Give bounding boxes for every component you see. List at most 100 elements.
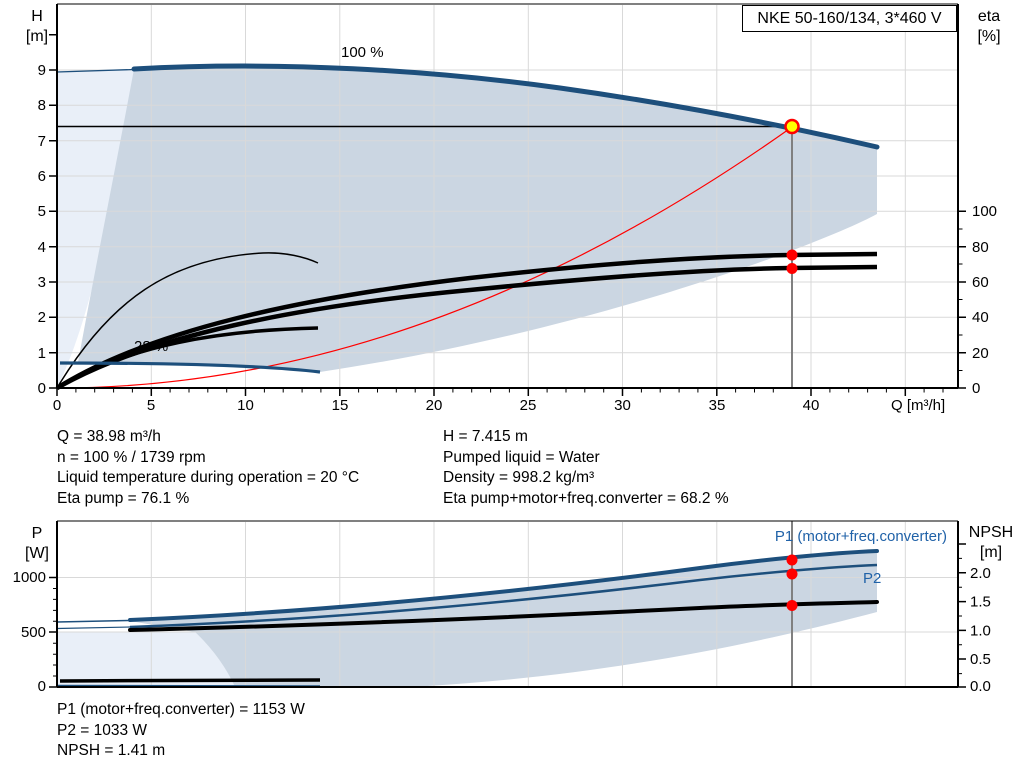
duty-readout-left: Q = 38.98 m³/h n = 100 % / 1739 rpm Liqu… [57,427,359,509]
readout-q: Q = 38.98 m³/h [57,428,161,445]
hq-plot-area[interactable] [49,3,966,396]
duty-point-marker[interactable] [784,118,800,135]
p2-curve-label: P2 [863,570,881,587]
npsh-tick-15: 1.5 [970,594,991,611]
readout-p1: P1 (motor+freq.converter) = 1153 W [57,701,305,718]
q-axis-title: Q [m³/h] [891,397,945,414]
h-tick-3: 3 [38,274,46,291]
npsh-tick-10: 1.0 [970,623,991,640]
q-tick-10: 10 [237,397,254,414]
h-tick-6: 6 [38,168,46,185]
eta-total-curve [55,264,878,390]
p-axis-title: P [32,525,43,542]
grid-horizontal-bottom [58,577,957,633]
grid-vertical-top [150,5,906,387]
p2-curve-lead [56,626,131,630]
q-tick-20: 20 [426,397,443,414]
readout-npsh: NPSH = 1.41 m [57,742,166,760]
p-axis-unit: [W] [25,545,49,562]
h-tick-1: 1 [38,345,46,362]
npsh-axis-major-ticks [958,543,966,688]
duty-readout-right: H = 7.415 m Pumped liquid = Water Densit… [443,427,729,509]
h-tick-8: 8 [38,97,46,114]
p1-duty-dot [786,554,798,566]
h-tick-7: 7 [38,133,46,150]
eta-pump-28-curve [56,252,319,389]
q-tick-40: 40 [803,397,820,414]
envelope-fill-light-top [57,69,134,388]
eta-tick-20: 20 [972,345,989,362]
eta-tick-80: 80 [972,239,989,256]
npsh-tick-20: 2.0 [970,565,991,582]
p2-duty-dot [786,568,798,580]
readout-h: H = 7.415 m [443,428,528,445]
speed-100-label: 100 % [341,44,384,61]
h-tick-4: 4 [38,239,46,256]
npsh-duty-dot [786,600,798,611]
q-tick-0: 0 [53,397,61,414]
q-tick-15: 15 [332,397,349,414]
q-axis-minor-ticks [75,388,944,393]
p-28-curve [56,684,321,687]
npsh-axis-minor-ticks [958,557,962,675]
hq-28-curve [59,361,321,374]
readout-eta-pump: Eta pump = 76.1 % [57,489,190,507]
eta-tick-100: 100 [972,203,997,220]
npsh-axis-title: NPSH [969,524,1013,541]
h-axis-major-ticks [49,33,57,389]
speed-28-label: 28 % [134,338,168,355]
eta-pump-curve [55,251,878,390]
eta-tick-0: 0 [972,380,980,397]
npsh-curve [128,600,879,632]
duty-readout-bottom: P1 (motor+freq.converter) = 1153 W P2 = … [57,700,305,762]
npsh-28-curve [59,678,321,683]
readout-density: Density = 998.2 kg/m³ [443,469,595,487]
q-tick-30: 30 [614,397,631,414]
q-tick-25: 25 [520,397,537,414]
pump-model-title: NKE 50-160/134, 3*460 V [742,5,957,32]
p1-curve [128,549,879,622]
p-axis-minor-ticks [53,588,57,677]
npsh-axis-unit: [m] [980,544,1002,561]
q-axis-major-ticks [56,388,907,396]
h-tick-2: 2 [38,309,46,326]
eta-axis-minor-ticks [958,228,963,371]
h-axis-unit: [m] [26,28,48,45]
q-tick-5: 5 [147,397,155,414]
envelope-fill-top [78,66,877,372]
q-tick-35: 35 [709,397,726,414]
readout-pumped-liquid: Pumped liquid = Water [443,448,600,466]
p-tick-500: 500 [21,624,46,641]
eta-tick-40: 40 [972,309,989,326]
eta-axis-title: eta [978,8,1000,25]
envelope-fill-light-bottom [57,632,235,687]
p1-curve-label: P1 (motor+freq.converter) [775,528,947,545]
eta-tick-60: 60 [972,274,989,291]
eta-axis-major-ticks [958,210,966,389]
readout-eta-total: Eta pump+motor+freq.converter = 68.2 % [443,489,729,507]
p-axis-major-ticks [49,576,57,688]
system-curve [56,126,793,389]
h-tick-5: 5 [38,203,46,220]
h-axis-title: H [31,8,43,25]
readout-speed: n = 100 % / 1739 rpm [57,448,206,466]
p-tick-1000: 1000 [13,569,46,586]
h-tick-0: 0 [38,380,46,397]
grid-horizontal-top [58,69,957,354]
power-npsh-plot-area[interactable] [49,520,966,688]
npsh-tick-00: 0.0 [970,678,991,695]
readout-p2: P2 = 1033 W [57,721,148,739]
p-tick-0: 0 [38,678,46,695]
p2-curve [129,563,878,629]
p1-curve-lead [56,619,131,623]
hq-100-curve [131,63,880,150]
top-chart-axes [56,4,959,389]
npsh-tick-05: 0.5 [970,651,991,668]
eta-pump-duty-dot [786,249,798,261]
readout-liquid-temp: Liquid temperature during operation = 20… [57,469,360,487]
eta-axis-unit: [%] [977,28,1000,45]
h-tick-9: 9 [38,62,46,79]
eta-total-duty-dot [786,263,798,274]
